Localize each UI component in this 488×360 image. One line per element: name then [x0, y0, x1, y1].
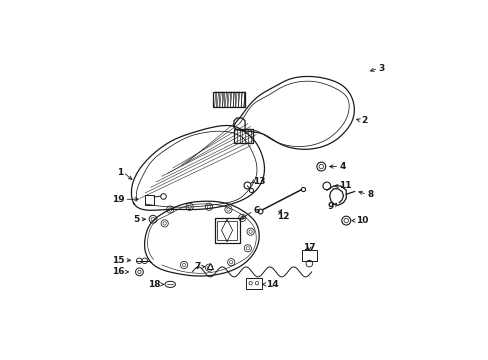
Text: 16: 16 — [112, 267, 124, 276]
Text: 2: 2 — [361, 116, 367, 125]
Text: 4: 4 — [339, 162, 345, 171]
Text: 9: 9 — [327, 202, 333, 211]
Text: 15: 15 — [112, 256, 124, 265]
Text: 18: 18 — [148, 280, 160, 289]
Text: 17: 17 — [303, 243, 315, 252]
Text: 6: 6 — [253, 206, 259, 215]
Bar — [145, 195, 154, 205]
Bar — [213, 92, 244, 107]
Text: 1: 1 — [117, 168, 123, 177]
Text: 11: 11 — [339, 181, 351, 190]
Text: 5: 5 — [133, 215, 140, 224]
Text: 7: 7 — [194, 262, 200, 271]
Bar — [214, 218, 239, 243]
Bar — [233, 129, 253, 143]
Bar — [301, 250, 317, 261]
Text: 12: 12 — [276, 212, 289, 221]
Bar — [246, 278, 261, 288]
Text: 3: 3 — [377, 64, 384, 73]
Text: 19: 19 — [112, 195, 124, 204]
Text: 14: 14 — [265, 280, 278, 289]
Text: 8: 8 — [366, 190, 372, 199]
Text: 10: 10 — [355, 216, 367, 225]
Bar — [217, 221, 236, 240]
Text: 13: 13 — [253, 177, 265, 186]
